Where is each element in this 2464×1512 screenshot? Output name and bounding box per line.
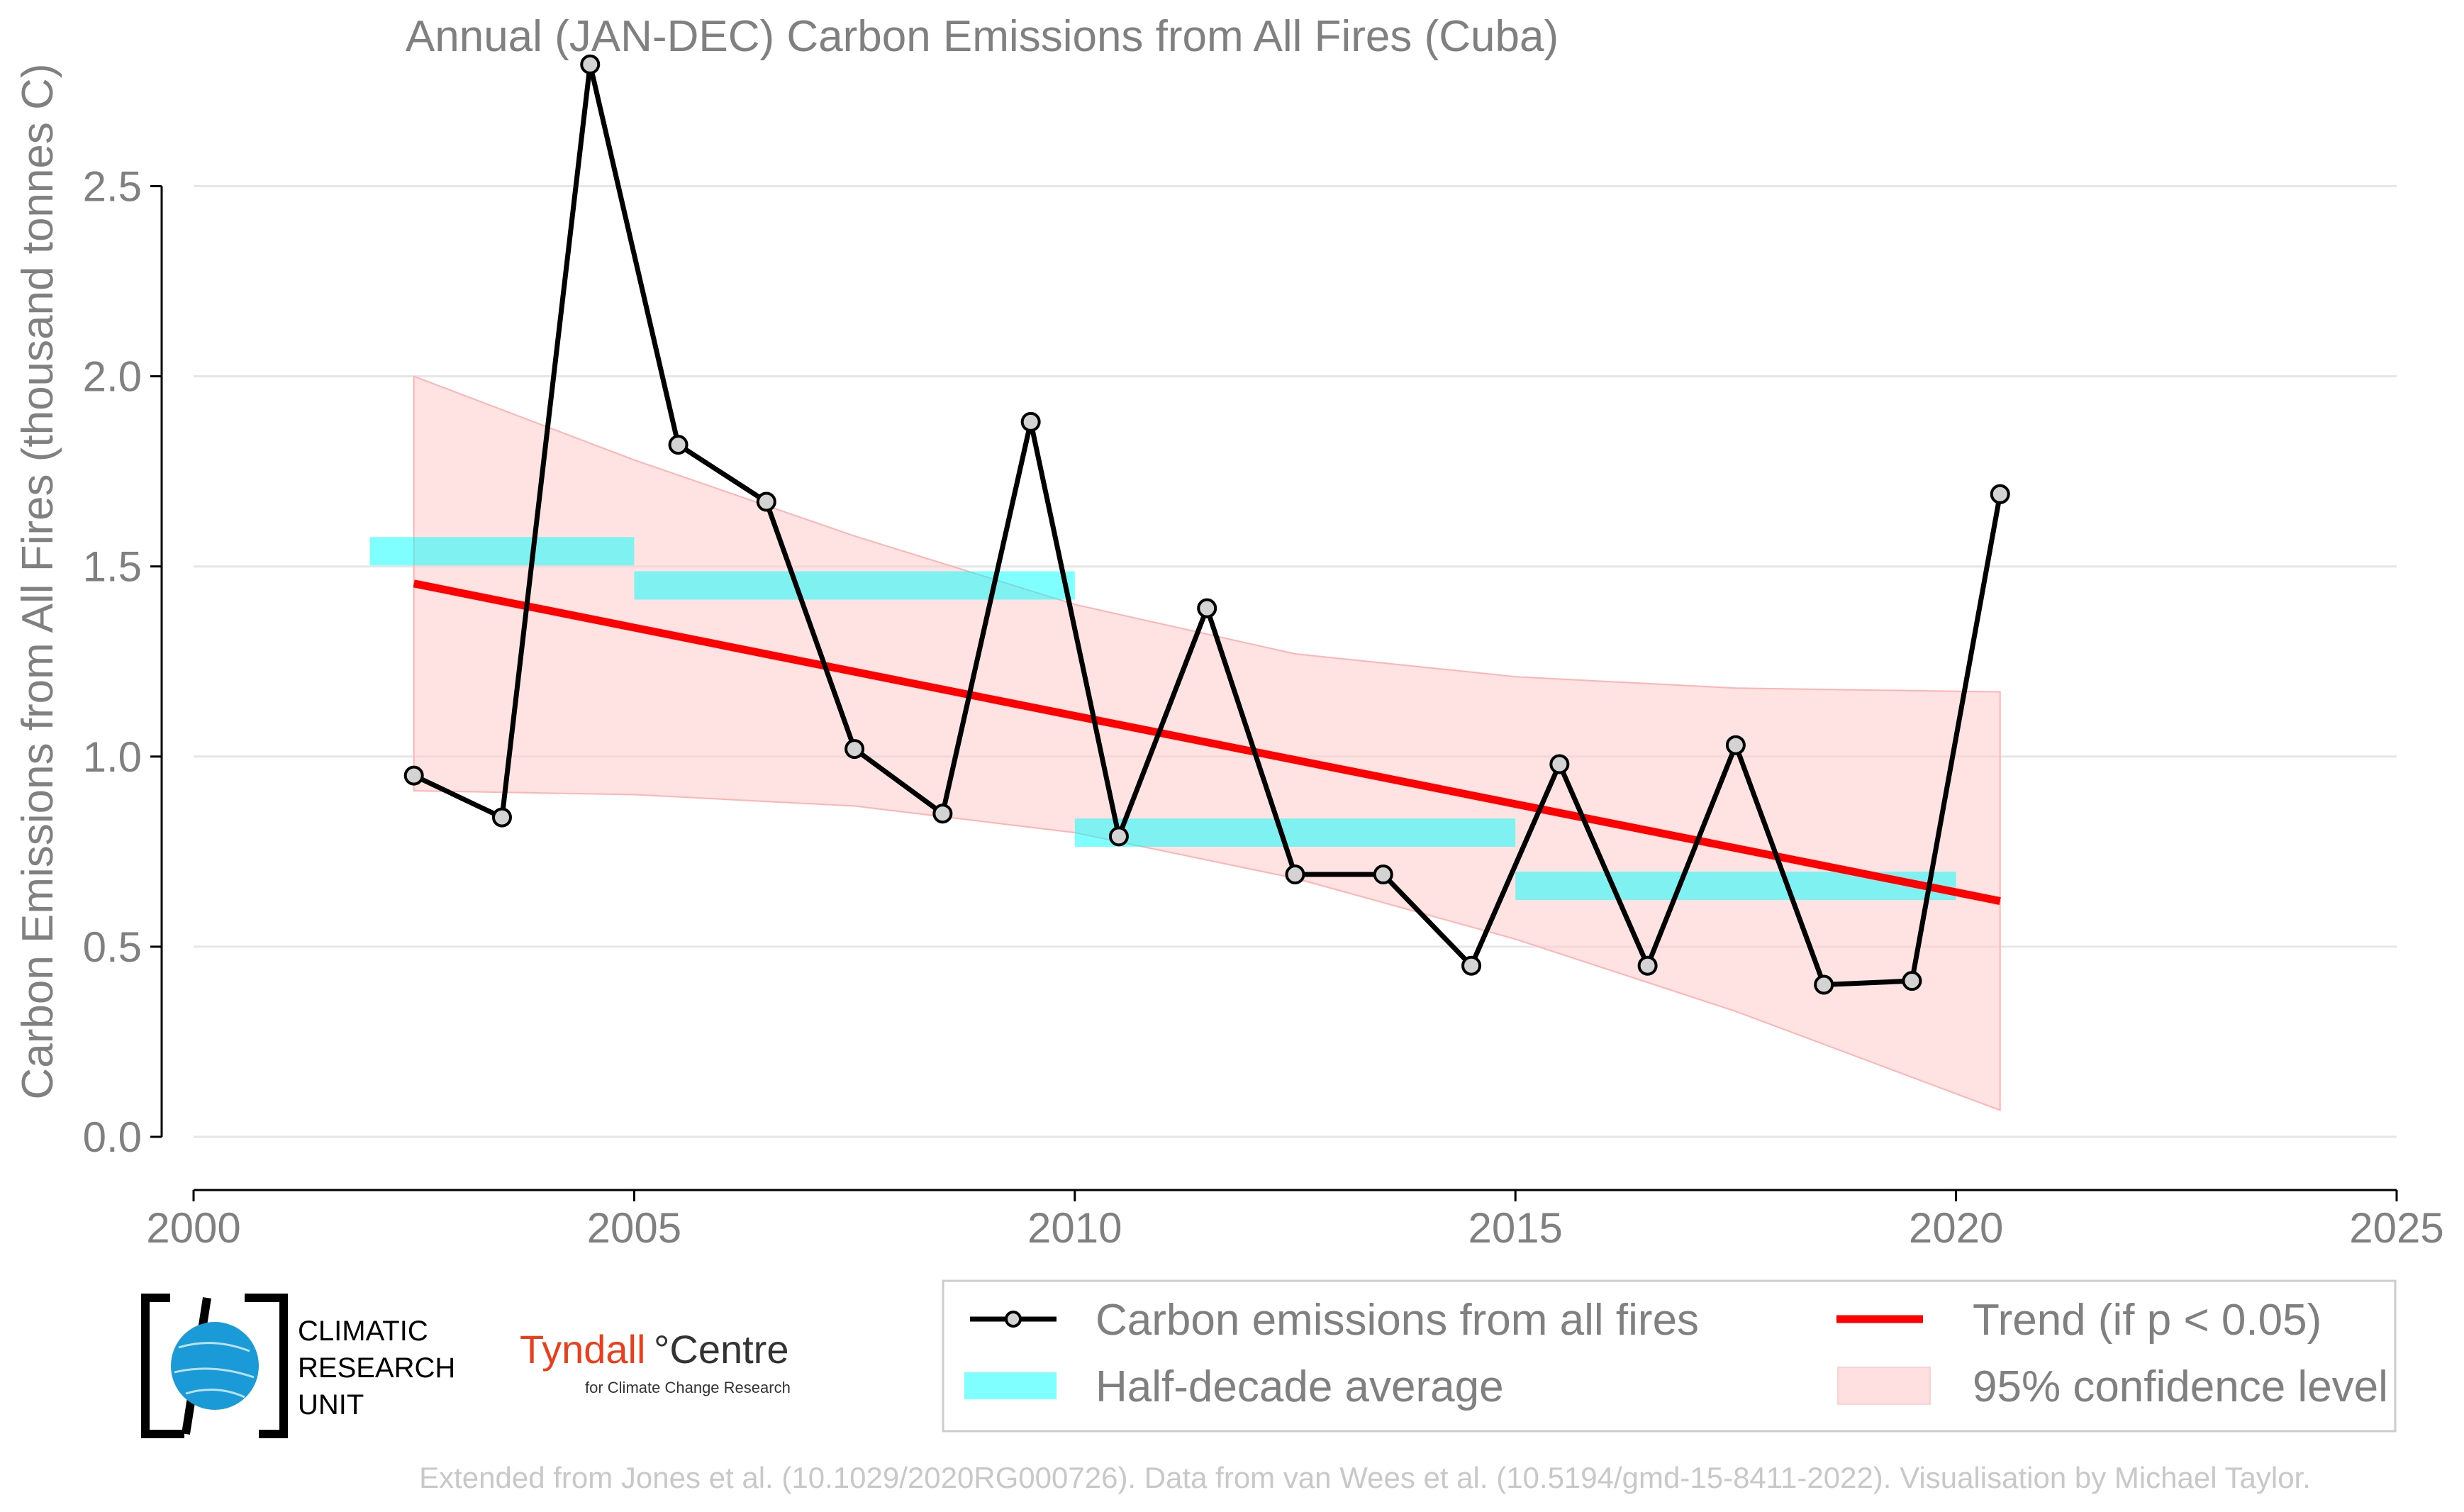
half-decade-bar-1: [634, 571, 1075, 600]
half-decade-bar-0: [369, 537, 635, 566]
data-point-1: [491, 807, 512, 828]
data-point-3: [668, 435, 689, 455]
legend-halfdecade-swatch: [964, 1372, 1057, 1399]
y-tick-label-0: 0.0: [83, 1113, 142, 1161]
x-tick-label-1: 2005: [587, 1204, 681, 1252]
data-point-5: [844, 739, 865, 760]
legend-box: [942, 1279, 2397, 1433]
legend: Carbon emissions from all fires Trend (i…: [942, 1279, 2397, 1433]
axes: [160, 186, 2397, 1191]
half-decade-bar-2: [1074, 818, 1516, 847]
data-point-13: [1549, 754, 1570, 774]
globe-lines: [174, 1342, 255, 1399]
data-point-8: [1108, 826, 1129, 847]
tyndall-subtitle: for Climate Change Research: [585, 1379, 791, 1396]
data-point-14: [1637, 955, 1658, 976]
data-point-17: [1902, 971, 1922, 991]
cru-text-line1: CLIMATIC: [298, 1316, 428, 1347]
legend-series-marker: [1005, 1311, 1022, 1328]
data-point-11: [1373, 865, 1393, 885]
trend-layer: [413, 579, 2001, 905]
x-tick-label-4: 2020: [1909, 1204, 2003, 1252]
legend-band-swatch: [1837, 1367, 1931, 1405]
cru-bracket-right: [245, 1294, 288, 1438]
data-point-7: [1020, 411, 1041, 432]
data-point-0: [403, 765, 424, 786]
data-point-15: [1725, 735, 1746, 755]
cru-bracket-left: [141, 1294, 184, 1438]
trend-line: [413, 579, 2001, 905]
y-tick-label-4: 2.0: [83, 353, 142, 401]
tyndall-centre: °Centre: [654, 1327, 788, 1372]
data-point-6: [932, 804, 953, 824]
data-point-2: [580, 54, 601, 74]
tyndall-logo: Tyndall °Centre for Climate Change Resea…: [520, 1327, 791, 1396]
data-point-12: [1461, 955, 1482, 976]
data-point-18: [1990, 484, 2010, 504]
legend-label-trend: Trend (if p < 0.05): [1973, 1296, 2321, 1345]
x-tick-label-2: 2010: [1027, 1204, 1122, 1252]
cru-text-line3: UNIT: [298, 1389, 364, 1421]
footer-credit: Extended from Jones et al. (10.1029/2020…: [419, 1461, 2311, 1494]
y-tick-label-5: 2.5: [83, 162, 142, 210]
y-tick-label-2: 1.0: [83, 733, 142, 781]
tick-labels: 0.0 0.5 1.0 1.5 2.0 2.5 2000 2005 2010 2015 2020 20…: [83, 162, 2444, 1252]
data-point-10: [1285, 865, 1305, 885]
legend-label-halfdecade: Half-decade average: [1096, 1362, 1504, 1411]
data-point-16: [1814, 974, 1834, 995]
x-tick-label-3: 2015: [1468, 1204, 1562, 1252]
y-axis-label: Carbon Emissions from All Fires (thousan…: [13, 63, 62, 1099]
data-point-9: [1197, 598, 1217, 618]
x-tick-label-5: 2025: [2349, 1204, 2443, 1252]
legend-label-band: 95% confidence level: [1973, 1362, 2388, 1411]
y-tick-label-3: 1.5: [83, 543, 142, 591]
globe-icon: [171, 1322, 259, 1410]
cru-text-line2: RESEARCH: [298, 1352, 455, 1384]
tyndall-name: Tyndall: [520, 1327, 645, 1372]
cru-logo: CLIMATIC RESEARCH UNIT: [141, 1294, 455, 1438]
legend-label-series: Carbon emissions from all fires: [1096, 1296, 1699, 1345]
series-layer: [403, 54, 2010, 995]
y-tick-label-1: 0.5: [83, 923, 142, 971]
chart-title: Annual (JAN-DEC) Carbon Emissions from A…: [406, 12, 1559, 61]
data-point-4: [756, 491, 776, 512]
half-decade-layer: [369, 537, 1956, 901]
x-tick-label-0: 2000: [146, 1204, 240, 1252]
